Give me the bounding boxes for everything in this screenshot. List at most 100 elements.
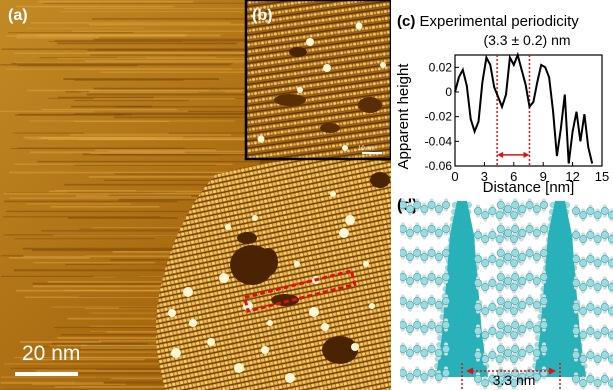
alkyl-chain bbox=[400, 294, 450, 312]
arrow-head-left bbox=[466, 367, 473, 375]
stm-streak bbox=[15, 5, 174, 8]
stm-streak bbox=[83, 132, 169, 134]
stm-streak bbox=[49, 190, 242, 193]
stm-adatom bbox=[363, 261, 369, 267]
stm-streak bbox=[94, 149, 216, 152]
stm-streak bbox=[88, 176, 250, 178]
stm-streak bbox=[20, 359, 145, 361]
inset-image bbox=[244, 0, 391, 161]
stm-streak bbox=[54, 40, 317, 42]
stm-streak bbox=[39, 57, 147, 59]
stm-streak bbox=[6, 210, 198, 213]
chart-subtitle: (3.3 ± 0.2) nm bbox=[483, 32, 571, 48]
stm-streak bbox=[8, 32, 133, 34]
stm-streak bbox=[16, 62, 293, 64]
inset-scale-bar bbox=[362, 152, 382, 154]
stm-adatom bbox=[285, 373, 295, 383]
roi-rectangle bbox=[242, 269, 357, 313]
stm-adatom bbox=[171, 348, 181, 358]
inset-scale-label: 10 nm bbox=[358, 146, 375, 152]
stm-streak bbox=[14, 52, 298, 55]
stm-streak bbox=[100, 71, 251, 73]
alkyl-chain bbox=[400, 342, 450, 360]
stm-streak bbox=[112, 250, 215, 253]
alkyl-chain bbox=[400, 222, 450, 240]
stm-streak bbox=[116, 56, 217, 58]
stm-streak bbox=[37, 160, 314, 163]
stm-streak bbox=[69, 134, 232, 136]
stm-streak bbox=[84, 60, 333, 63]
stm-streak bbox=[115, 106, 302, 108]
chart-title-row: (c) Experimental periodicity bbox=[397, 14, 613, 30]
stm-streak bbox=[87, 49, 372, 52]
stm-streak bbox=[14, 357, 265, 358]
stm-streak bbox=[0, 376, 181, 378]
stm-streak bbox=[17, 64, 138, 67]
stm-streak bbox=[11, 62, 233, 65]
stm-streak bbox=[79, 228, 278, 230]
stm-streak bbox=[18, 113, 133, 116]
panel-label-b: (b) bbox=[252, 7, 273, 24]
stm-streak bbox=[74, 79, 184, 81]
stm-streak bbox=[0, 110, 189, 112]
stm-streak bbox=[88, 90, 243, 93]
stm-streak bbox=[64, 183, 307, 186]
stm-streak bbox=[92, 18, 291, 20]
stm-streak bbox=[90, 54, 254, 56]
stm-streak bbox=[3, 192, 219, 195]
stm-streak bbox=[27, 89, 210, 92]
stm-adatom bbox=[207, 338, 215, 346]
stm-streak bbox=[103, 179, 210, 181]
stm-adatom bbox=[369, 303, 375, 309]
alkyl-chain bbox=[400, 366, 450, 384]
stm-streak bbox=[113, 116, 337, 119]
stm-adatom bbox=[189, 319, 197, 327]
series-line bbox=[454, 51, 594, 164]
stm-streak bbox=[68, 217, 178, 219]
stm-streak bbox=[118, 198, 203, 201]
stm-streak bbox=[80, 68, 232, 70]
stm-streak bbox=[55, 189, 136, 191]
alkyl-chain bbox=[572, 252, 613, 270]
stm-streak bbox=[74, 100, 189, 102]
stm-streak bbox=[93, 38, 391, 41]
stm-streak bbox=[72, 30, 355, 32]
stm-streak bbox=[13, 269, 271, 272]
stm-streak bbox=[57, 42, 237, 45]
stm-streak bbox=[8, 256, 91, 259]
stm-streak bbox=[9, 171, 323, 174]
stm-streak bbox=[59, 11, 246, 13]
x-tick-label: 12 bbox=[565, 169, 579, 184]
stm-streak bbox=[9, 197, 301, 199]
y-tick-label: 0 bbox=[445, 85, 452, 99]
scale-bar-label: 20 nm bbox=[22, 342, 81, 365]
stm-streak bbox=[65, 263, 202, 266]
stm-streak bbox=[86, 93, 319, 96]
stm-ordered-domain bbox=[156, 158, 391, 390]
x-tick-label: 6 bbox=[510, 169, 517, 184]
stm-streak bbox=[13, 163, 233, 165]
stm-streak bbox=[108, 150, 355, 152]
stm-streak bbox=[88, 23, 279, 26]
plot-frame bbox=[454, 54, 603, 167]
stm-adatom bbox=[234, 363, 244, 373]
alkyl-chain bbox=[496, 198, 549, 216]
stm-streak bbox=[41, 108, 178, 111]
alkyl-chain bbox=[496, 270, 549, 288]
chart-ticks: 0 3 6 9 12 15 0.02 0 -0.02 -0.04 -0.06 bbox=[425, 60, 610, 184]
stm-streak bbox=[73, 120, 169, 123]
x-tick-label: 0 bbox=[451, 169, 458, 184]
stm-streak bbox=[43, 2, 264, 4]
chart-title: Experimental periodicity bbox=[419, 13, 579, 30]
stm-streak bbox=[37, 0, 194, 3]
stm-streak bbox=[79, 386, 197, 388]
stm-adatom bbox=[261, 346, 269, 354]
x-tick-label: 15 bbox=[595, 169, 609, 184]
stm-streak bbox=[99, 154, 223, 156]
stm-image bbox=[0, 0, 391, 390]
stm-streak bbox=[114, 173, 241, 175]
chart-axes bbox=[454, 54, 603, 167]
stm-streak bbox=[75, 89, 369, 91]
x-tick-label: 3 bbox=[481, 169, 488, 184]
stm-streak bbox=[17, 147, 185, 149]
